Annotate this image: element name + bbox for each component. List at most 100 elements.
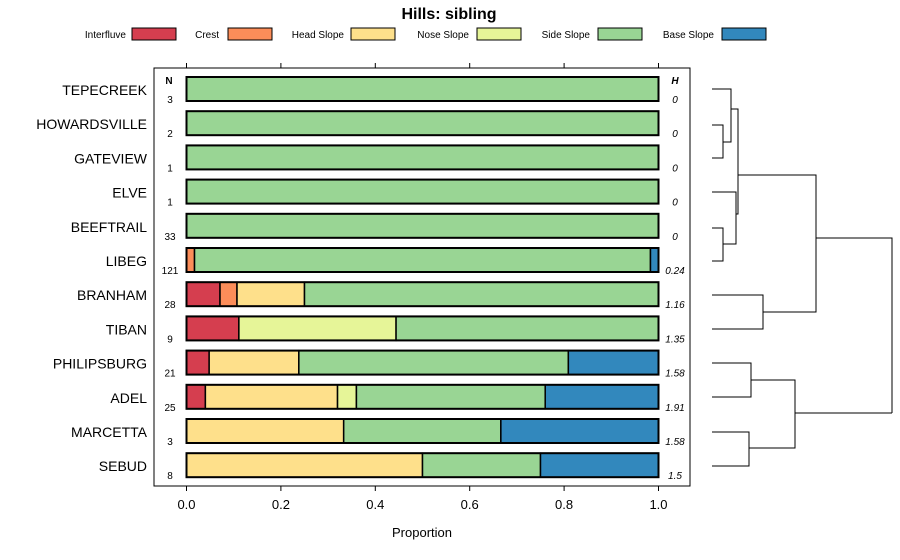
row-n-value: 8 (167, 471, 173, 482)
dendrogram-branch (712, 227, 724, 244)
bar-segment-side-slope (185, 144, 660, 171)
row-label: TIBAN (106, 321, 147, 337)
bar-outline (185, 110, 660, 137)
row-label: TEPECREEK (62, 82, 147, 98)
dendrogram-branch (723, 109, 732, 143)
x-tick-label: 0.2 (272, 497, 290, 512)
row-n-value: 1 (167, 163, 173, 174)
dendrogram-branch (712, 294, 764, 312)
bar-segment-base-slope (500, 418, 660, 444)
x-tick-label: 1.0 (649, 497, 667, 512)
bar-segment-interfluve (185, 349, 210, 376)
bar-segment-interfluve (185, 315, 240, 342)
row-label: LIBEG (106, 253, 147, 269)
bar-segment-side-slope (303, 281, 660, 307)
x-axis-label: Proportion (392, 525, 452, 540)
dendrogram-branch (712, 431, 750, 448)
bar-segment-base-slope (539, 452, 660, 478)
bar-segment-head-slope (204, 384, 339, 410)
row-branham: BRANHAM 28 1.16 (77, 281, 685, 311)
row-n-value: 21 (164, 369, 176, 380)
bar-segment-crest (219, 281, 238, 307)
legend-label-crest: Crest (195, 30, 219, 41)
row-h-value: 0 (672, 198, 678, 209)
bar-segment-base-slope (649, 247, 660, 273)
row-h-value: 0 (672, 232, 678, 243)
n-header: N (165, 76, 172, 87)
legend-label-base-slope: Base Slope (663, 30, 715, 41)
x-tick-label: 0.6 (461, 497, 479, 512)
row-n-value: 3 (167, 437, 173, 448)
row-gateview: GATEVIEW 1 0 (74, 144, 678, 174)
legend-swatch-crest (227, 27, 273, 41)
bar-segment-side-slope (395, 315, 660, 342)
row-elve: ELVE 1 0 (112, 178, 678, 209)
bar-segment-side-slope (421, 452, 542, 478)
legend-swatch-nose-slope (476, 27, 522, 41)
row-philipsburg: PHILIPSBURG 21 1.58 (53, 349, 685, 380)
row-n-value: 1 (167, 198, 173, 209)
bar-segment-side-slope (193, 247, 652, 273)
row-h-value: 0 (672, 95, 678, 106)
row-label: PHILIPSBURG (53, 356, 147, 372)
row-h-value: 1.58 (665, 369, 685, 380)
row-h-value: 0 (672, 163, 678, 174)
dendrogram-branch (712, 142, 724, 159)
row-tiban: TIBAN 9 1.35 (106, 315, 685, 345)
bar-segment-side-slope (185, 178, 660, 205)
bar-outline (185, 247, 660, 273)
bar-segment-crest (185, 247, 196, 273)
row-label: GATEVIEW (74, 150, 148, 166)
row-label: ELVE (112, 185, 147, 201)
dendrogram (712, 88, 893, 467)
row-n-value: 3 (167, 95, 173, 106)
bar-outline (185, 315, 660, 342)
bar-outline (185, 178, 660, 205)
bar-outline (185, 418, 660, 444)
row-h-value: 1.58 (665, 437, 685, 448)
x-tick-label: 0.4 (366, 497, 384, 512)
row-n-value: 2 (167, 129, 173, 140)
bar-segment-base-slope (544, 384, 660, 410)
bar-segment-side-slope (355, 384, 546, 410)
dendrogram-branch (712, 448, 750, 467)
legend-label-interfluve: Interfluve (85, 30, 127, 41)
row-label: HOWARDSVILLE (36, 116, 147, 132)
row-sebud: SEBUD 8 1.5 (99, 452, 682, 482)
bar-segment-head-slope (236, 281, 306, 307)
x-axis: 0.0 0.2 0.4 0.6 0.8 1.0 (177, 63, 668, 512)
row-h-value: 0 (672, 129, 678, 140)
row-beeftrail: BEEFTRAIL 33 0 (71, 212, 678, 243)
bar-outline (185, 212, 660, 239)
bar-outline (185, 349, 660, 376)
bar-outline (185, 281, 660, 308)
dendrogram-branch (712, 312, 764, 330)
bar-segment-nose-slope (336, 384, 358, 410)
plot-frame (153, 67, 691, 487)
row-n-value: 28 (164, 300, 176, 311)
row-h-value: 0.24 (665, 266, 685, 277)
row-howardsville: HOWARDSVILLE 2 0 (36, 110, 678, 140)
row-label: ADEL (110, 390, 147, 406)
bar-segment-head-slope (185, 418, 345, 444)
row-label: BEEFTRAIL (71, 219, 147, 235)
legend-swatch-side-slope (597, 27, 643, 41)
dendrogram-branch (723, 214, 737, 245)
row-n-value: 9 (167, 334, 173, 345)
row-marcetta: MARCETTA 3 1.58 (71, 418, 685, 448)
bar-outline (185, 144, 660, 171)
bar-segment-interfluve (185, 384, 207, 410)
row-label: SEBUD (99, 458, 147, 474)
bar-segment-side-slope (185, 213, 660, 239)
row-n-value: 25 (164, 403, 176, 414)
dendrogram-branch (763, 238, 817, 313)
dendrogram-branch (712, 88, 732, 109)
x-tick-label: 0.0 (177, 497, 195, 512)
bar-outline (185, 383, 660, 410)
rows: TEPECREEK 3 0 HOWARDSVILLE 2 0 GATEVIEW 1 0 ELVE 1… (36, 76, 685, 482)
dendrogram-branch (731, 108, 739, 175)
dendrogram-branch (751, 379, 796, 448)
legend-label-head-slope: Head Slope (292, 30, 345, 41)
row-libeg: LIBEG 121 0.24 (106, 247, 685, 277)
